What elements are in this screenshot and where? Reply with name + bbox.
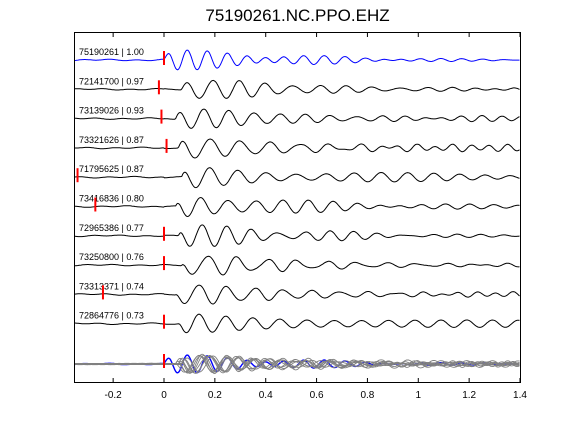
trace-label: 72965386 | 0.77	[79, 223, 144, 233]
trace-label: 73416836 | 0.80	[79, 194, 144, 204]
trace-label: 72141700 | 0.97	[79, 76, 144, 86]
trace-label: 73313371 | 0.74	[79, 281, 144, 291]
trace-line	[75, 138, 520, 159]
trace-line	[74, 108, 520, 129]
trace-label: 73250800 | 0.76	[79, 252, 144, 262]
trace-label: 73321626 | 0.87	[79, 135, 144, 145]
trace-label: 75190261 | 1.00	[79, 47, 144, 57]
trace-line	[74, 167, 520, 189]
trace-group	[74, 49, 520, 334]
x-tick-label: 1.2	[462, 390, 476, 401]
plot-frame	[74, 32, 521, 383]
pick-group	[76, 51, 168, 329]
stack-trace	[74, 354, 520, 373]
label-group: 75190261 | 1.00 72141700 | 0.97 73139026 |…	[79, 47, 144, 321]
trace-line	[74, 255, 520, 276]
x-tick-label: -0.2	[105, 390, 123, 401]
x-axis: -0.2 0 0.2 0.4 0.6 0.8 1 1.2 1.4	[105, 33, 527, 401]
x-tick-label: 0.2	[208, 390, 222, 401]
x-tick-label: 1.4	[513, 390, 527, 401]
trace-line	[74, 224, 520, 247]
trace-label: 73139026 | 0.93	[79, 106, 144, 116]
stack-group	[74, 353, 520, 374]
trace-label: 72864776 | 0.73	[79, 311, 144, 321]
trace-line	[74, 197, 520, 218]
x-tick-label: 0.4	[259, 390, 273, 401]
x-tick-label: 0	[161, 390, 167, 401]
trace-label: 71795625 | 0.87	[79, 164, 144, 174]
x-tick-label: 1	[416, 390, 422, 401]
trace-line	[74, 284, 520, 305]
trace-line	[74, 313, 520, 334]
trace-line	[75, 79, 520, 99]
stack-trace	[74, 355, 520, 374]
x-tick-label: 0.6	[310, 390, 324, 401]
trace-line	[74, 49, 520, 71]
x-tick-label: 0.8	[360, 390, 374, 401]
chart-title: 75190261.NC.PPO.EHZ	[205, 6, 390, 25]
